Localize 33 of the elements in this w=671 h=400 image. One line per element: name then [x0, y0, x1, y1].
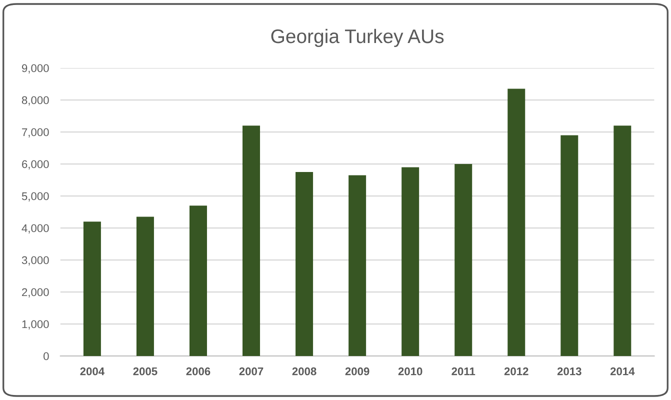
x-tick-label: 2005 — [133, 367, 158, 376]
bar — [136, 216, 154, 356]
x-tick-label: 2007 — [239, 367, 264, 376]
x-tick-label: 2013 — [557, 367, 582, 376]
x-tick-label: 2008 — [292, 367, 316, 376]
x-tick-label: 2012 — [504, 367, 528, 376]
bar — [454, 164, 472, 356]
bar — [296, 172, 314, 356]
x-tick-label: 2009 — [345, 367, 370, 376]
chart-title: Georgia Turkey AUs — [271, 28, 444, 48]
bar — [402, 167, 420, 356]
y-tick-label: 1,000 — [22, 320, 49, 330]
x-tick-label: 2006 — [186, 367, 210, 376]
bar — [508, 88, 526, 356]
x-tick-label: 2014 — [610, 367, 635, 376]
y-tick-label: 2,000 — [22, 288, 49, 298]
y-tick-label: 6,000 — [22, 160, 49, 170]
bar — [242, 126, 260, 356]
y-tick-label: 0 — [44, 352, 49, 360]
bar — [560, 135, 578, 356]
x-tick-label: 2011 — [452, 367, 476, 376]
bar — [189, 206, 207, 356]
y-tick-label: 8,000 — [22, 96, 49, 106]
bar — [83, 222, 101, 356]
bar — [614, 126, 632, 356]
y-tick-label: 7,000 — [22, 128, 49, 138]
y-tick-label: 3,000 — [22, 256, 49, 266]
y-tick-label: 5,000 — [22, 192, 49, 202]
x-tick-label: 2010 — [398, 367, 422, 376]
x-tick-label: 2004 — [80, 367, 105, 376]
bar — [348, 175, 366, 356]
y-tick-label: 4,000 — [22, 224, 49, 234]
y-tick-label: 9,000 — [22, 64, 49, 74]
